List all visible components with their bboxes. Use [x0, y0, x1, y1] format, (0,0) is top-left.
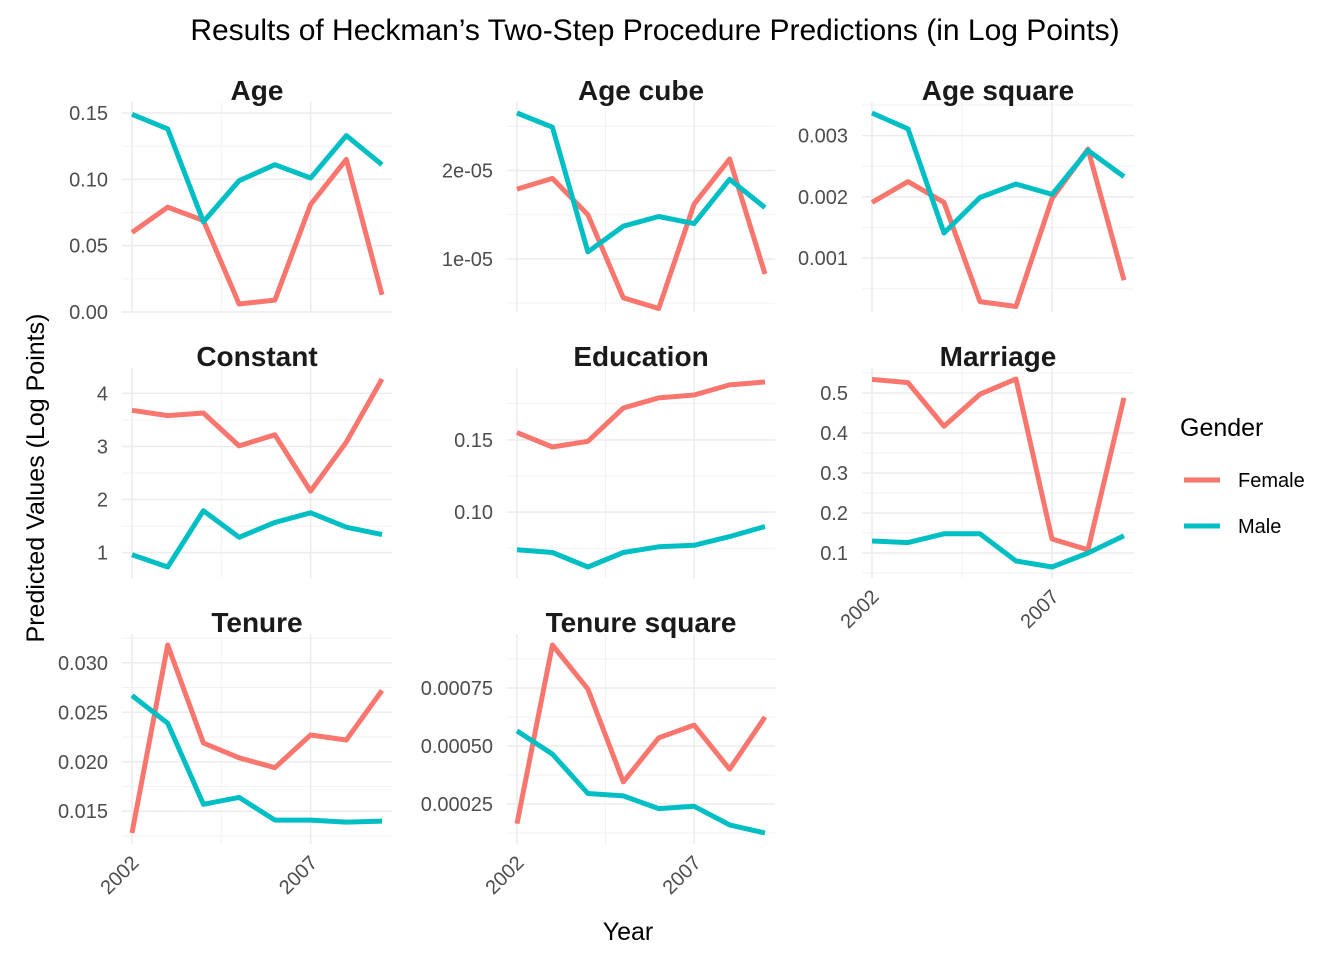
- x-tick-label: 2002: [837, 586, 884, 633]
- series-line-male: [516, 110, 767, 255]
- legend-title: Gender: [1180, 414, 1263, 442]
- series-line-female: [131, 377, 385, 494]
- x-tick-label: 2007: [659, 852, 706, 899]
- y-tick-label: 2e-05: [442, 160, 493, 182]
- y-tick-label: 0.020: [58, 752, 108, 774]
- series-line-male: [870, 110, 1126, 236]
- chart-title: Results of Heckman’s Two-Step Procedure …: [190, 14, 1119, 47]
- panel-marriage: 0.1 0.2 0.3 0.4 0.5 Marriage 2002 2007: [820, 341, 1134, 633]
- series-line-male: [516, 524, 766, 570]
- y-tick-label: 0.015: [58, 801, 108, 823]
- series-line-male: [131, 111, 384, 225]
- series-line-female: [516, 156, 768, 311]
- panel-title: Tenure square: [546, 607, 737, 638]
- series-line-male: [871, 531, 1126, 570]
- series-line-male: [130, 693, 383, 825]
- panel-title: Age cube: [578, 75, 704, 106]
- y-tick-label: 0.2: [820, 503, 848, 525]
- panel-title: Marriage: [940, 341, 1057, 372]
- y-tick-label: 0.3: [820, 463, 848, 485]
- y-tick-label: 1: [97, 543, 108, 565]
- panel-title: Age: [231, 75, 284, 106]
- panel-constant: 1 2 3 4 Constant: [97, 341, 392, 578]
- series-line-female: [130, 156, 385, 307]
- panel-tenure-square: 0.00025 0.00050 0.00075 Tenure square 2002 20…: [421, 607, 775, 899]
- y-tick-label: 0.00075: [421, 678, 493, 700]
- x-tick-label: 2007: [1017, 586, 1064, 633]
- panel-age-cube: 1e-05 2e-05 Age cube: [442, 75, 775, 312]
- y-tick-label: 4: [97, 383, 108, 405]
- panel-age: 0.00 0.05 0.10 0.15 Age: [69, 75, 392, 324]
- y-tick-label: 0.002: [798, 187, 848, 209]
- series-line-female: [514, 642, 768, 825]
- x-tick-label: 2002: [482, 852, 529, 899]
- y-tick-label: 0.001: [798, 248, 848, 270]
- panel-age-square: 0.001 0.002 0.003 Age square: [798, 75, 1134, 312]
- y-tick-label: 0.00050: [421, 736, 493, 758]
- y-tick-label: 3: [97, 436, 108, 458]
- y-tick-label: 0.4: [820, 423, 848, 445]
- x-axis-title: Year: [603, 918, 654, 946]
- panel-title: Age square: [922, 75, 1075, 106]
- series-line-female: [516, 379, 766, 450]
- legend: Gender Female Male: [1180, 414, 1305, 538]
- y-tick-label: 0.025: [58, 702, 108, 724]
- y-tick-label: 0.15: [69, 103, 108, 125]
- legend-label-female: Female: [1238, 470, 1305, 492]
- x-tick-label: 2007: [275, 852, 322, 899]
- panel-education: 0.10 0.15 Education: [454, 341, 775, 578]
- y-tick-label: 0.030: [58, 653, 108, 675]
- x-tick-label: 2002: [97, 852, 144, 899]
- y-tick-label: 1e-05: [442, 249, 493, 271]
- series-line-female: [871, 376, 1127, 553]
- legend-label-male: Male: [1238, 516, 1281, 538]
- y-tick-label: 0.00025: [421, 794, 493, 816]
- series-line-male: [515, 728, 766, 836]
- y-tick-label: 0.10: [69, 169, 108, 191]
- panel-title: Constant: [196, 341, 317, 372]
- y-tick-label: 0.003: [798, 126, 848, 148]
- y-axis-title: Predicted Values (Log Points): [22, 314, 50, 643]
- series-line-male: [131, 508, 383, 570]
- y-tick-label: 0.10: [454, 502, 493, 524]
- y-tick-label: 2: [97, 490, 108, 512]
- panel-title: Education: [573, 341, 708, 372]
- series-line-female: [129, 642, 385, 834]
- y-tick-label: 0.05: [69, 236, 108, 258]
- panel-title: Tenure: [211, 607, 302, 638]
- y-tick-label: 0.5: [820, 383, 848, 405]
- y-tick-label: 0.15: [454, 430, 493, 452]
- panel-tenure: 0.015 0.020 0.025 0.030 Tenure 2002 2007: [58, 607, 392, 899]
- y-tick-label: 0.00: [69, 302, 108, 324]
- y-tick-label: 0.1: [820, 543, 848, 565]
